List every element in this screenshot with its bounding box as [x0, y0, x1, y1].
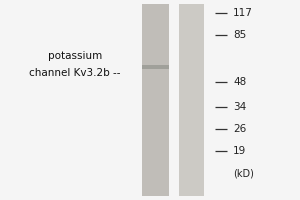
Text: (kD): (kD) — [233, 168, 254, 178]
Text: 117: 117 — [233, 8, 253, 18]
Bar — [142, 4, 170, 196]
Bar — [142, 65, 170, 69]
Bar — [178, 4, 204, 196]
Text: 26: 26 — [233, 124, 246, 134]
Text: 85: 85 — [233, 30, 246, 40]
Text: channel Kv3.2b --: channel Kv3.2b -- — [29, 68, 121, 78]
Text: 48: 48 — [233, 77, 246, 87]
Text: potassium: potassium — [48, 51, 102, 61]
Text: 19: 19 — [233, 146, 246, 156]
Text: 34: 34 — [233, 102, 246, 112]
